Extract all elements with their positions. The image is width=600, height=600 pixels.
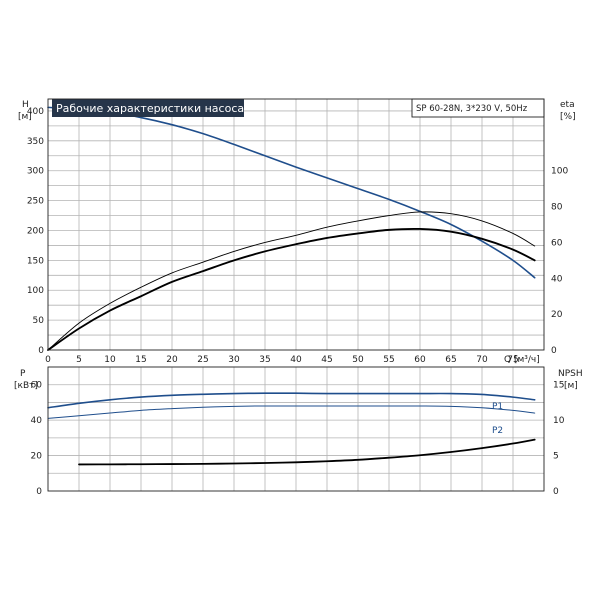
- x-tick-label: 30: [228, 355, 240, 365]
- x-tick-label: 35: [259, 355, 270, 365]
- x-tick-label: 25: [197, 355, 208, 365]
- y2-axis-unit: [%]: [560, 112, 576, 122]
- y2-tick-label: 40: [551, 274, 563, 284]
- x-tick-label: 5: [76, 355, 82, 365]
- y2-axis-label: eta: [560, 100, 575, 110]
- x-tick-label: 65: [445, 355, 456, 365]
- bottom-chart-series: [47, 392, 536, 466]
- x-tick-label: 75: [507, 355, 518, 365]
- y-tick-label: 150: [27, 256, 44, 266]
- power-axis-label: P: [20, 369, 26, 379]
- x-axis-label: Q [м³/ч]: [504, 355, 540, 365]
- series-line-eta-1: [47, 211, 536, 351]
- bottom-chart-grid: [48, 367, 544, 491]
- npsh-tick-label: 5: [553, 452, 559, 462]
- top-chart-grid: [48, 99, 544, 350]
- y-tick-label: 250: [27, 197, 44, 207]
- series-line-npsh: [78, 438, 536, 466]
- chart-title-box: [52, 99, 244, 117]
- series-line-p1: [47, 392, 536, 409]
- x-tick-label: 15: [135, 355, 146, 365]
- power-tick-label: 60: [31, 381, 43, 391]
- x-tick-label: 10: [104, 355, 116, 365]
- npsh-axis-label: NPSH: [558, 369, 583, 379]
- y-tick-label: 300: [27, 167, 44, 177]
- top-chart-series: [47, 106, 536, 351]
- p2-series-label: P2: [492, 426, 503, 436]
- y-tick-label: 200: [27, 226, 44, 236]
- npsh-tick-label: 0: [553, 487, 559, 497]
- x-tick-label: 50: [352, 355, 364, 365]
- y-axis-label: H: [22, 100, 29, 110]
- y-tick-label: 400: [27, 107, 44, 117]
- x-tick-label: 40: [290, 355, 302, 365]
- y2-tick-label: 0: [551, 346, 557, 356]
- y2-tick-label: 60: [551, 238, 563, 248]
- power-tick-label: 20: [31, 452, 43, 462]
- tick-labels: 0 5 10 15 20 25 30 35 40 45 50 55 60 65 70 750501001502…: [27, 107, 569, 497]
- top-chart-frame: [47, 98, 545, 351]
- x-tick-label: 70: [476, 355, 488, 365]
- p1-series-label: P1: [492, 402, 503, 412]
- power-tick-label: 0: [36, 487, 42, 497]
- y-axis-unit: [м]: [18, 112, 32, 122]
- x-tick-label: 0: [45, 355, 51, 365]
- y-tick-label: 0: [38, 346, 44, 356]
- y2-tick-label: 80: [551, 203, 563, 213]
- y2-tick-label: 20: [551, 310, 563, 320]
- y-tick-label: 350: [27, 137, 44, 147]
- y-tick-label: 100: [27, 286, 44, 296]
- bottom-chart-frame: [47, 366, 545, 492]
- chart-title: Рабочие характеристики насоса: [56, 102, 244, 115]
- npsh-axis-unit: [м]: [564, 381, 578, 391]
- series-line-h: [47, 106, 536, 279]
- chart-subtitle: SP 60-28N, 3*230 V, 50Hz: [416, 104, 528, 114]
- npsh-tick-label: 15: [553, 381, 564, 391]
- npsh-tick-label: 10: [553, 416, 565, 426]
- y-tick-label: 50: [33, 316, 45, 326]
- power-tick-label: 40: [31, 416, 43, 426]
- x-tick-label: 55: [383, 355, 394, 365]
- y2-tick-label: 100: [551, 167, 568, 177]
- x-tick-label: 45: [321, 355, 332, 365]
- power-axis-unit: [кВт]: [14, 381, 38, 391]
- x-tick-label: 20: [166, 355, 178, 365]
- x-tick-label: 60: [414, 355, 426, 365]
- series-line-eta-2: [47, 227, 536, 351]
- series-line-p2: [47, 405, 536, 419]
